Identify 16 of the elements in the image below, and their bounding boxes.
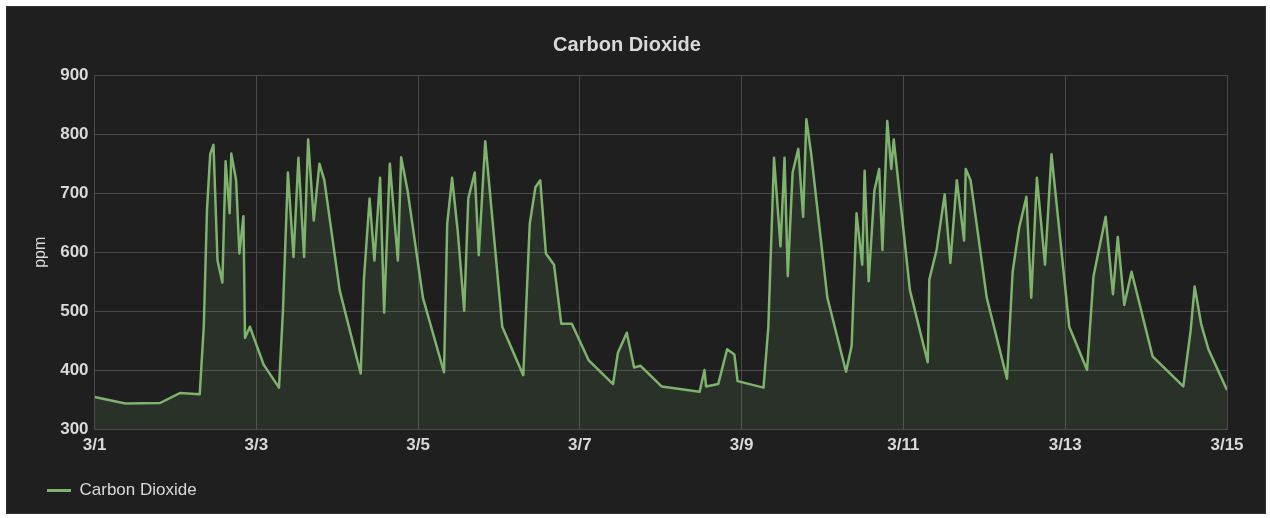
y-tick-label: 900 — [60, 64, 89, 84]
x-tick-label: 3/3 — [244, 435, 269, 455]
y-tick-label: 400 — [60, 360, 89, 380]
y-tick-label: 600 — [60, 241, 89, 261]
legend-label: Carbon Dioxide — [79, 480, 197, 500]
x-tick-label: 3/9 — [729, 435, 754, 455]
x-tick-label: 3/5 — [406, 435, 430, 455]
y-axis-title: ppm — [31, 236, 49, 268]
x-tick-label: 3/15 — [1210, 435, 1244, 455]
x-tick-label: 3/7 — [568, 435, 592, 455]
chart-title: Carbon Dioxide — [553, 32, 701, 55]
y-tick-label: 700 — [60, 182, 89, 202]
x-tick-label: 3/13 — [1048, 435, 1082, 455]
y-tick-label: 500 — [60, 301, 89, 321]
y-tick-label: 800 — [60, 123, 89, 143]
x-tick-label: 3/11 — [887, 435, 920, 455]
